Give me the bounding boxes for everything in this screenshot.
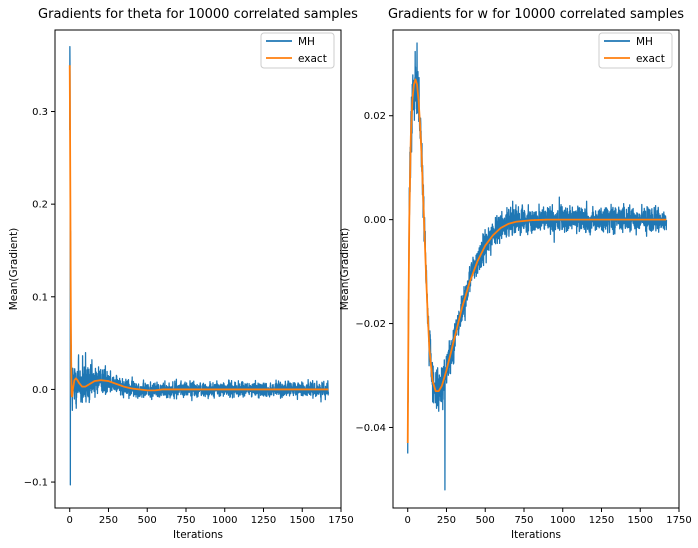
y-tick-label: 0.3 (32, 107, 48, 118)
x-tick-label: 500 (476, 515, 495, 526)
legend-label-exact: exact (298, 53, 327, 65)
y-axis-label: Mean(Gradient) (339, 228, 351, 311)
x-axis-label: Iterations (511, 529, 561, 541)
x-tick-label: 0 (405, 515, 411, 526)
plot-area (406, 42, 668, 491)
series-line-exact (68, 65, 329, 398)
x-tick-label: 500 (138, 515, 157, 526)
x-axis-label: Iterations (173, 529, 223, 541)
x-tick-label: 1000 (550, 515, 575, 526)
legend-label-mh: MH (636, 36, 653, 48)
y-tick-label: −0.04 (355, 423, 386, 434)
x-tick-label: 250 (437, 515, 456, 526)
y-tick-label: 0.1 (32, 292, 48, 303)
x-tick-label: 1750 (666, 515, 691, 526)
y-tick-label: −0.02 (355, 319, 386, 330)
x-tick-label: 250 (99, 515, 118, 526)
plot-area (68, 46, 330, 486)
x-tick-label: 750 (514, 515, 533, 526)
x-tick-label: 1500 (628, 515, 653, 526)
x-tick-label: 1500 (290, 515, 315, 526)
legend: MH exact (260, 32, 335, 69)
y-tick-label: −0.1 (24, 478, 48, 489)
chart-title: Gradients for w for 10000 correlated sam… (388, 7, 684, 22)
y-axis-label: Mean(Gradient) (8, 228, 20, 311)
y-tick-label: 0.02 (364, 111, 386, 122)
y-tick-label: 0.2 (32, 200, 48, 211)
axis-ticks: 0 250 500 750 1000 1250 1500 1750 −0.04 −0.02 0.00… (355, 111, 691, 526)
subplot-theta: Gradients for theta for 10000 correlated… (8, 7, 358, 541)
x-tick-label: 1750 (328, 515, 353, 526)
axes-frame (392, 29, 680, 509)
axis-ticks: 0 250 500 750 1000 1250 1500 1750 −0.1 0.0 0.1 0.2 0… (24, 107, 354, 526)
y-tick-label: 0.0 (32, 385, 48, 396)
legend: MH exact (598, 32, 673, 69)
legend-label-exact: exact (636, 53, 665, 65)
x-tick-label: 1000 (212, 515, 237, 526)
subplot-w: Gradients for w for 10000 correlated sam… (339, 7, 692, 541)
axes-frame (54, 29, 342, 509)
x-tick-label: 0 (67, 515, 73, 526)
y-tick-label: 0.00 (364, 215, 386, 226)
x-tick-label: 750 (176, 515, 195, 526)
x-tick-label: 1250 (589, 515, 614, 526)
chart-title: Gradients for theta for 10000 correlated… (38, 7, 358, 22)
series-line-exact (406, 78, 667, 444)
x-tick-label: 1250 (251, 515, 276, 526)
legend-label-mh: MH (298, 36, 315, 48)
